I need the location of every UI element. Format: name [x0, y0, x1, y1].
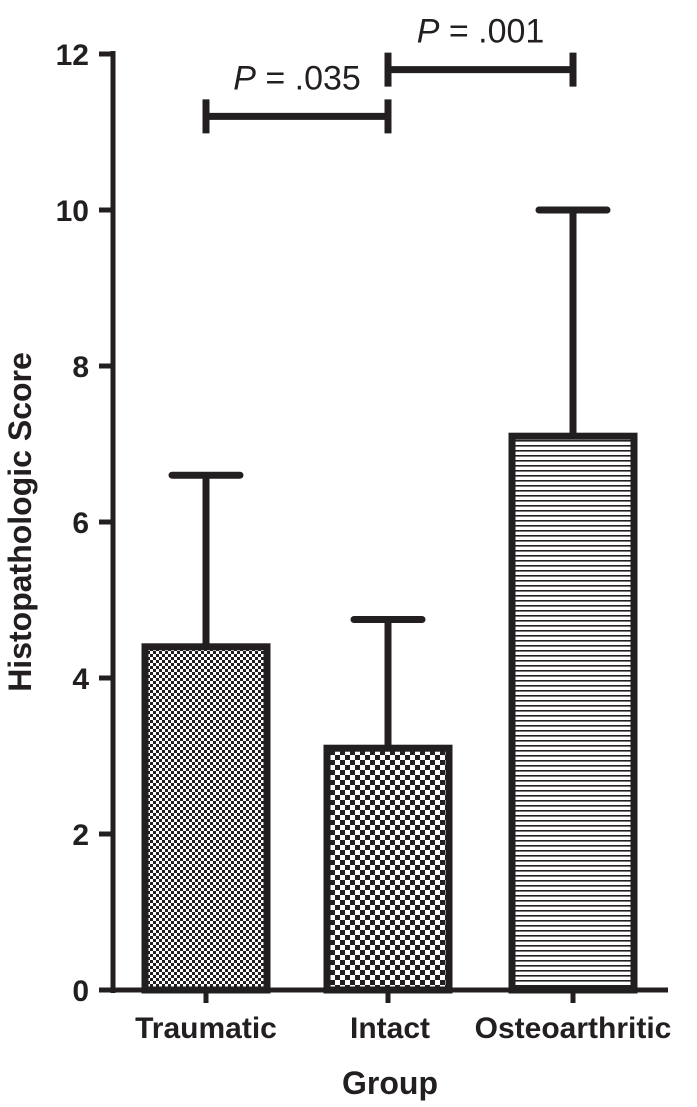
- bar-osteoarthritic: [508, 432, 638, 994]
- y-tick-label-10: 10: [56, 195, 89, 228]
- y-axis-title: Histopathologic Score: [2, 352, 38, 692]
- bar-traumatic: [141, 643, 271, 994]
- comparison-traumatic-intact-p-symbol: P: [233, 59, 256, 97]
- comparison-traumatic-intact-p-number: = .035: [256, 59, 361, 97]
- comparison-intact-osteoarthritic-p-symbol: P: [417, 13, 440, 51]
- error-bars-layer: [168, 206, 611, 749]
- x-categories-layer: Traumatic Intact Osteoarthritic: [135, 990, 671, 1045]
- x-tick-label-intact: Intact: [350, 1012, 430, 1045]
- y-tick-label-6: 6: [72, 507, 89, 540]
- x-axis-title: Group: [342, 1065, 438, 1101]
- comparison-traumatic-intact-p-value: P = .035: [233, 59, 361, 97]
- y-tick-label-8: 8: [72, 351, 89, 384]
- y-ticks-layer: 0 2 4 6 8 10 12: [56, 39, 113, 1008]
- y-tick-label-12: 12: [56, 39, 89, 72]
- x-tick-label-osteoarthritic: Osteoarthritic: [475, 1012, 672, 1045]
- y-tick-label-2: 2: [72, 819, 89, 852]
- y-tick-label-0: 0: [72, 975, 89, 1008]
- comparison-intact-osteoarthritic-p-value: P = .001: [417, 13, 545, 51]
- comparison-intact-osteoarthritic-p-number: = .001: [439, 13, 544, 51]
- y-tick-label-4: 4: [72, 663, 89, 696]
- x-tick-label-traumatic: Traumatic: [135, 1012, 277, 1045]
- bar-intact: [323, 744, 453, 994]
